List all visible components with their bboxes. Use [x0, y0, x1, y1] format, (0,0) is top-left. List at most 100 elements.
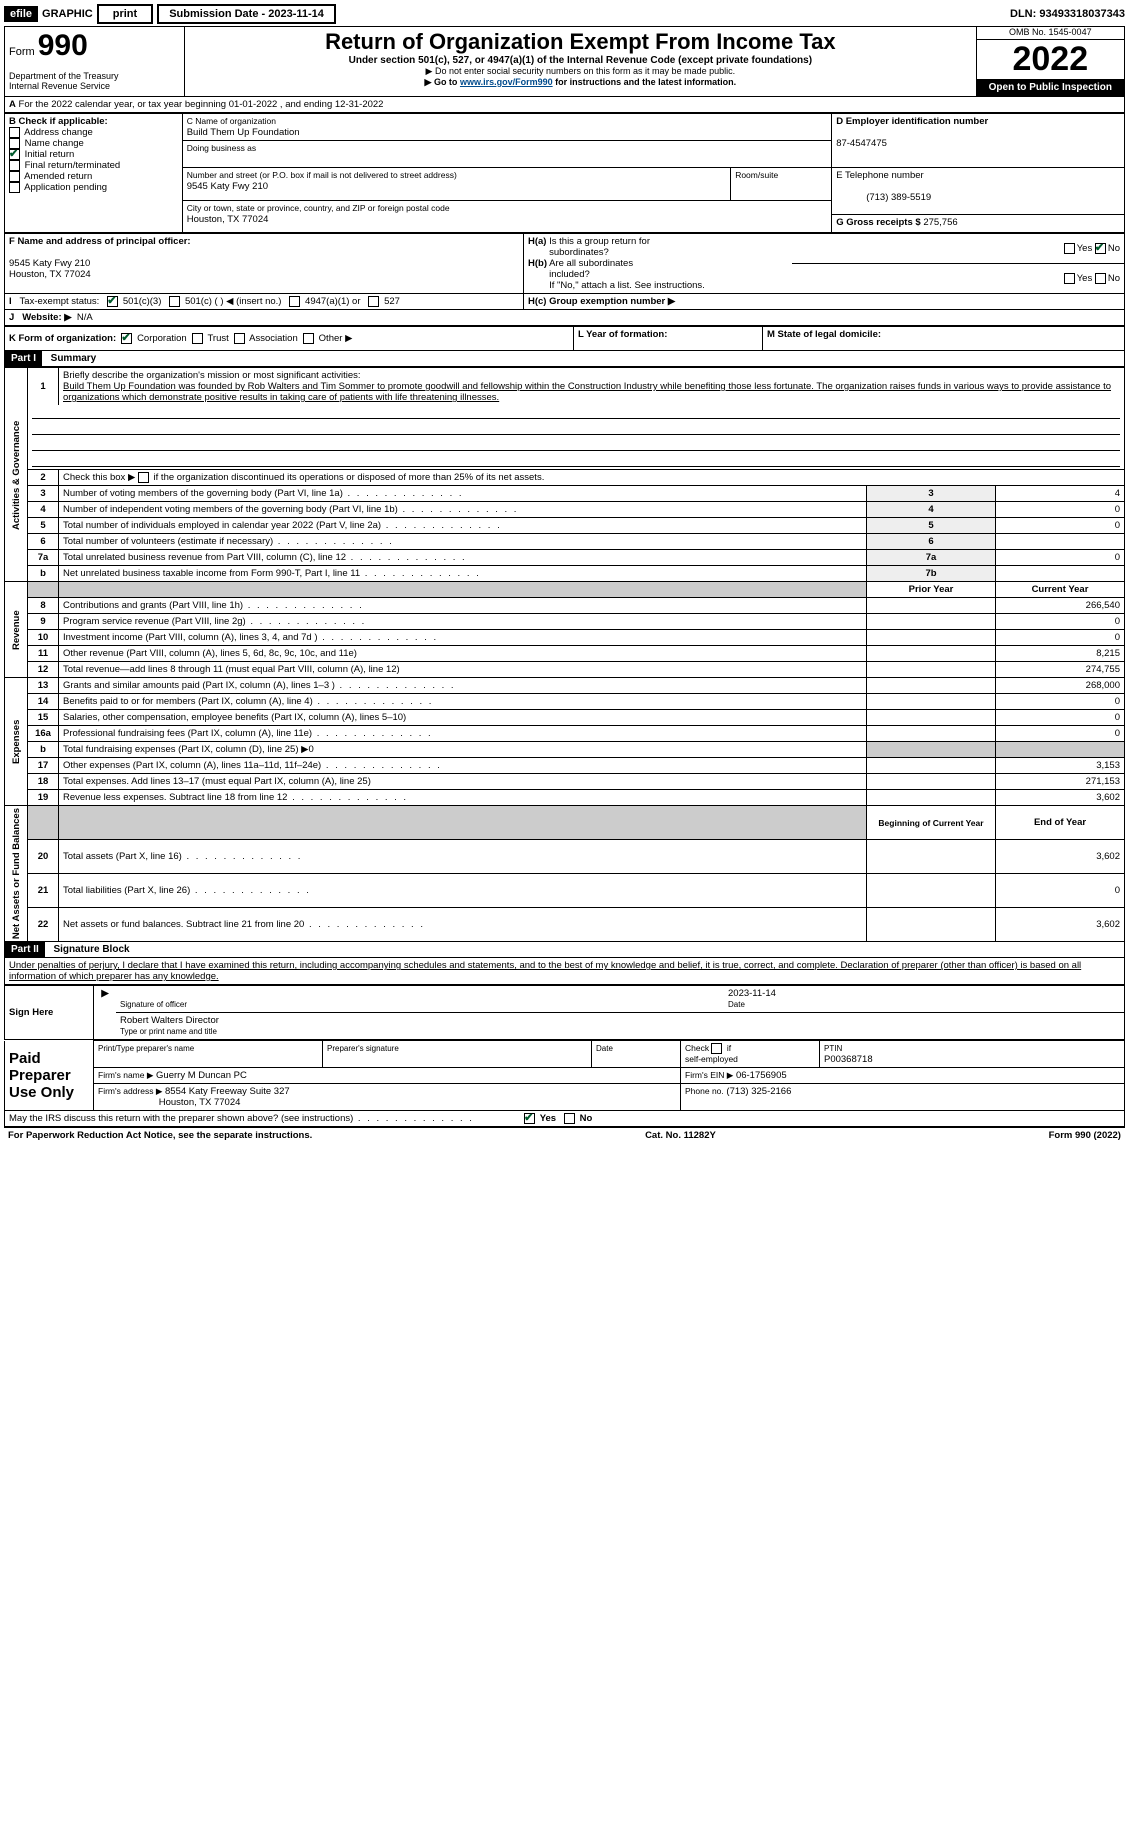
- chk-hb-yes[interactable]: [1064, 273, 1075, 284]
- opt-501c: 501(c) ( ) ◀ (insert no.): [185, 296, 282, 307]
- chk-discuss-no[interactable]: [564, 1113, 575, 1124]
- opt-amended: Amended return: [24, 171, 92, 182]
- line8-text: Contributions and grants (Part VIII, lin…: [59, 598, 867, 614]
- chk-initial-return[interactable]: [9, 149, 20, 160]
- city-value: Houston, TX 77024: [187, 214, 269, 225]
- irs-link[interactable]: www.irs.gov/Form990: [460, 77, 553, 87]
- chk-ha-no[interactable]: [1095, 243, 1106, 254]
- pp-name-label: Print/Type preparer's name: [98, 1044, 194, 1053]
- gross-receipts: 275,756: [923, 217, 957, 228]
- firm-ein-label: Firm's EIN ▶: [685, 1070, 733, 1080]
- top-bar: efile GRAPHIC print Submission Date - 20…: [4, 4, 1125, 24]
- line10-prior: [867, 630, 996, 646]
- chk-527[interactable]: [368, 296, 379, 307]
- arrow-icon: ▶: [94, 986, 117, 1040]
- line20-begin: [867, 840, 996, 874]
- col-end: End of Year: [996, 806, 1125, 840]
- line16b-curr: [996, 742, 1125, 758]
- line4-val: 0: [996, 502, 1125, 518]
- k-label: K Form of organization:: [9, 333, 116, 344]
- efile-badge: efile: [4, 6, 38, 22]
- line11-no: 11: [28, 646, 59, 662]
- may-irs-row: May the IRS discuss this return with the…: [4, 1111, 1125, 1128]
- chk-self-employed[interactable]: [711, 1043, 722, 1054]
- line7b-no: b: [28, 566, 59, 582]
- discuss-yes: Yes: [540, 1113, 556, 1124]
- chk-line2[interactable]: [138, 472, 149, 483]
- vlabel-expenses: Expenses: [5, 678, 28, 806]
- line2-no: 2: [28, 470, 59, 486]
- line2-text: Check this box ▶ if the organization dis…: [59, 470, 1125, 486]
- chk-501c[interactable]: [169, 296, 180, 307]
- e-label: E Telephone number: [836, 170, 924, 181]
- line17-text: Other expenses (Part IX, column (A), lin…: [59, 758, 867, 774]
- print-button[interactable]: print: [97, 4, 153, 24]
- chk-discuss-yes[interactable]: [524, 1113, 535, 1124]
- chk-hb-no[interactable]: [1095, 273, 1106, 284]
- line5-rn: 5: [867, 518, 996, 534]
- line18-curr: 271,153: [996, 774, 1125, 790]
- part1-header-row: Part I Summary: [4, 351, 1125, 367]
- chk-address-change[interactable]: [9, 127, 20, 138]
- hc-label: H(c) Group exemption number ▶: [528, 296, 675, 307]
- vlabel-governance: Activities & Governance: [5, 368, 28, 582]
- goto-suffix: for instructions and the latest informat…: [553, 77, 737, 87]
- part1-badge: Part I: [5, 351, 42, 366]
- line19-prior: [867, 790, 996, 806]
- street-label: Number and street (or P.O. box if mail i…: [187, 170, 457, 180]
- ha-yes: Yes: [1077, 243, 1093, 254]
- line4-text: Number of independent voting members of …: [59, 502, 867, 518]
- ptin-value: P00368718: [824, 1054, 873, 1065]
- form-header: Form 990 Return of Organization Exempt F…: [4, 26, 1125, 97]
- line8-prior: [867, 598, 996, 614]
- line15-prior: [867, 710, 996, 726]
- part1-title: Summary: [45, 353, 97, 364]
- chk-501c3[interactable]: [107, 296, 118, 307]
- g-label: G Gross receipts $: [836, 217, 920, 228]
- line15-text: Salaries, other compensation, employee b…: [59, 710, 867, 726]
- chk-ha-yes[interactable]: [1064, 243, 1075, 254]
- cat-no: Cat. No. 11282Y: [645, 1130, 716, 1141]
- opt-address-change: Address change: [24, 127, 93, 138]
- line7a-no: 7a: [28, 550, 59, 566]
- line22-begin: [867, 908, 996, 942]
- line14-curr: 0: [996, 694, 1125, 710]
- line9-curr: 0: [996, 614, 1125, 630]
- chk-trust[interactable]: [192, 333, 203, 344]
- opt-4947: 4947(a)(1) or: [305, 296, 360, 307]
- line22-no: 22: [28, 908, 59, 942]
- chk-application-pending[interactable]: [9, 182, 20, 193]
- line10-curr: 0: [996, 630, 1125, 646]
- chk-other[interactable]: [303, 333, 314, 344]
- line8-curr: 266,540: [996, 598, 1125, 614]
- row-a: A For the 2022 calendar year, or tax yea…: [4, 97, 1125, 113]
- room-label: Room/suite: [735, 170, 778, 180]
- line21-text: Total liabilities (Part X, line 26): [59, 874, 867, 908]
- line1-label: Briefly describe the organization's miss…: [63, 370, 361, 381]
- chk-4947[interactable]: [289, 296, 300, 307]
- line15-curr: 0: [996, 710, 1125, 726]
- chk-amended[interactable]: [9, 171, 20, 182]
- line4-rn: 4: [867, 502, 996, 518]
- line7a-val: 0: [996, 550, 1125, 566]
- irs-label: Internal Revenue Service: [9, 81, 110, 91]
- line6-no: 6: [28, 534, 59, 550]
- line5-text: Total number of individuals employed in …: [59, 518, 867, 534]
- line12-prior: [867, 662, 996, 678]
- line19-text: Revenue less expenses. Subtract line 18 …: [59, 790, 867, 806]
- opt-app-pending: Application pending: [24, 182, 107, 193]
- chk-final-return[interactable]: [9, 160, 20, 171]
- line22-text: Net assets or fund balances. Subtract li…: [59, 908, 867, 942]
- line21-no: 21: [28, 874, 59, 908]
- dln-label: DLN: 93493318037343: [1010, 8, 1125, 20]
- line3-no: 3: [28, 486, 59, 502]
- sign-here-table: Sign Here ▶ Signature of officer 2023-11…: [4, 985, 1125, 1040]
- line11-text: Other revenue (Part VIII, column (A), li…: [59, 646, 867, 662]
- line1-no: 1: [28, 368, 59, 406]
- chk-assoc[interactable]: [234, 333, 245, 344]
- vlabel-revenue: Revenue: [5, 582, 28, 678]
- officer-group-block: F Name and address of principal officer:…: [4, 233, 1125, 326]
- col-begin: Beginning of Current Year: [867, 806, 996, 840]
- chk-corp[interactable]: [121, 333, 132, 344]
- open-inspection: Open to Public Inspection: [977, 79, 1124, 96]
